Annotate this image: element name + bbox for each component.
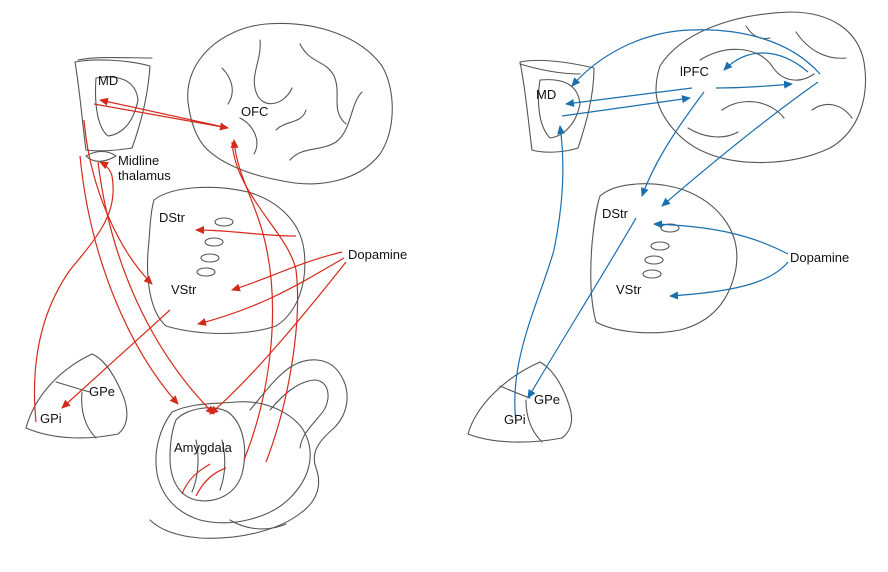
left-amygdala-label: Amygdala xyxy=(174,440,233,455)
right-striatum-bridge-3 xyxy=(644,255,664,265)
left-ofc-label: OFC xyxy=(241,104,268,119)
right-panel: MD lPFC DStr Dopamine VStr GPe GPi xyxy=(467,11,867,443)
left-hippocampal-fold xyxy=(149,359,348,539)
left-fold-bottom xyxy=(229,519,287,530)
left-globus-pallidus-outline xyxy=(25,353,128,439)
right-brain-sulcus-2 xyxy=(721,101,785,119)
right-gp-divider-2 xyxy=(525,399,543,443)
left-ofc-sulcus-2 xyxy=(299,43,347,125)
left-fold-inner xyxy=(269,379,329,449)
left-ofc-sulcus-1 xyxy=(253,39,293,105)
left-striatum-bridge-3 xyxy=(200,253,220,263)
left-temporal-lobe-outline xyxy=(155,401,311,524)
left-vstr-label: VStr xyxy=(171,282,197,297)
right-striatum-outline xyxy=(590,183,738,334)
left-ofc-brain-slice xyxy=(187,22,393,185)
left-midline-shape xyxy=(85,150,117,162)
left-ofc-sulcus-5 xyxy=(221,67,233,105)
left-amygdala-outline xyxy=(169,407,246,502)
left-gp-divider-2 xyxy=(81,391,97,439)
right-md-label: MD xyxy=(536,87,556,102)
right-lpfc-brain xyxy=(655,11,867,164)
left-gp-divider-1 xyxy=(55,381,91,393)
right-gpe-label: GPe xyxy=(534,392,560,407)
left-thalamus-top-line xyxy=(77,56,153,61)
left-midline-label-line1: Midline xyxy=(118,153,159,168)
right-brain-sulcus-5 xyxy=(811,103,853,119)
right-lpfc-label: lPFC xyxy=(680,64,709,79)
left-amygdala-divider-2 xyxy=(219,439,226,491)
right-pathways xyxy=(514,29,821,423)
left-ofc-sulcus-6 xyxy=(239,117,258,155)
left-md-label: MD xyxy=(98,73,118,88)
right-vstr-label: VStr xyxy=(616,282,642,297)
left-striatum-bridge-1 xyxy=(214,217,234,227)
right-dopamine-label: Dopamine xyxy=(790,250,849,265)
left-gpe-label: GPe xyxy=(89,384,115,399)
right-gpi-label: GPi xyxy=(504,412,526,427)
right-thalamus-inner xyxy=(537,79,581,139)
left-dstr-label: DStr xyxy=(159,210,186,225)
right-dstr-label: DStr xyxy=(602,206,629,221)
right-brain-sulcus-3 xyxy=(795,31,847,59)
left-pathways xyxy=(33,97,347,497)
left-ofc-sulcus-3 xyxy=(289,91,363,161)
left-striatum-bridge-2 xyxy=(204,237,224,247)
left-ofc-sulcus-4 xyxy=(275,109,307,131)
left-panel: MD OFC Midline thalamus DStr Dopamine VS… xyxy=(25,22,407,539)
right-striatum-bridge-2 xyxy=(650,241,670,251)
left-midline-label-line2: thalamus xyxy=(118,168,171,183)
right-brain-sulcus-4 xyxy=(687,127,739,138)
right-striatum-bridge-4 xyxy=(642,269,662,279)
left-gpi-label: GPi xyxy=(40,411,62,426)
right-brain-sulcus-1 xyxy=(699,48,815,81)
left-amygdala-divider-1 xyxy=(191,439,199,493)
right-thalamus-outline xyxy=(519,59,595,153)
left-thalamus-outline xyxy=(74,59,151,152)
left-dopamine-label: Dopamine xyxy=(348,247,407,262)
right-thalamus-top-line xyxy=(519,63,581,75)
left-thalamus-inner xyxy=(94,76,139,137)
left-striatum-bridge-4 xyxy=(196,267,216,277)
